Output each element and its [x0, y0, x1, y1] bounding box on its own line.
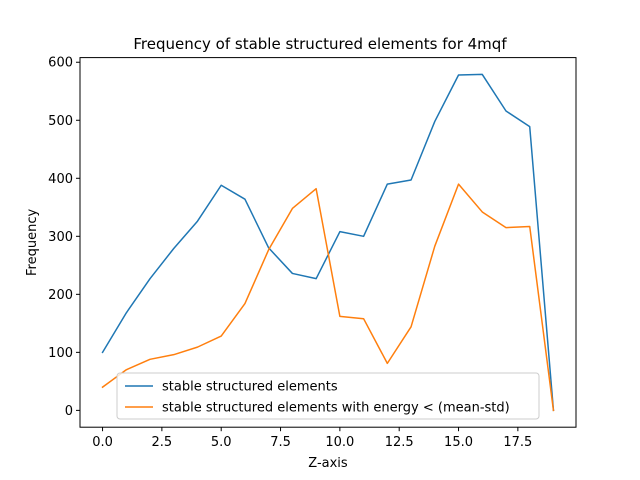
y-axis-label: Frequency: [25, 209, 40, 276]
x-tick-label: 12.5: [385, 435, 414, 450]
axes-frame: [79, 57, 577, 428]
x-tick-label: 7.5: [270, 435, 291, 450]
x-axis-ticks: 0.0 2.5 5.0 7.5 10.0 12.5 15.0 17.5: [92, 427, 532, 450]
x-tick-label: 5.0: [211, 435, 232, 450]
series-line-2: [101, 183, 555, 412]
y-tick-label: 100: [48, 346, 73, 361]
y-axis-ticks: 0 100 200 300 400 500 600: [48, 56, 80, 419]
x-tick-label: 10.0: [325, 435, 354, 450]
y-tick-label: 300: [48, 230, 73, 245]
x-axis-label: Z-axis: [308, 456, 348, 471]
y-tick-label: 500: [48, 114, 73, 129]
y-tick-label: 200: [48, 288, 73, 303]
y-tick-label: 600: [48, 56, 73, 71]
series-line-1: [101, 73, 555, 412]
plot-area: [101, 73, 555, 412]
legend-label-2: stable structured elements with energy <…: [162, 401, 510, 416]
y-tick-label: 0: [65, 404, 73, 419]
y-tick-label: 400: [48, 172, 73, 187]
x-tick-label: 0.0: [92, 435, 113, 450]
x-tick-label: 2.5: [152, 435, 173, 450]
chart-title: Frequency of stable structured elements …: [133, 35, 507, 53]
legend-frame: [116, 372, 540, 420]
legend-label-1: stable structured elements: [162, 380, 338, 395]
legend: stable structured elements stable structu…: [116, 372, 540, 420]
x-tick-label: 15.0: [444, 435, 473, 450]
x-tick-label: 17.5: [503, 435, 532, 450]
